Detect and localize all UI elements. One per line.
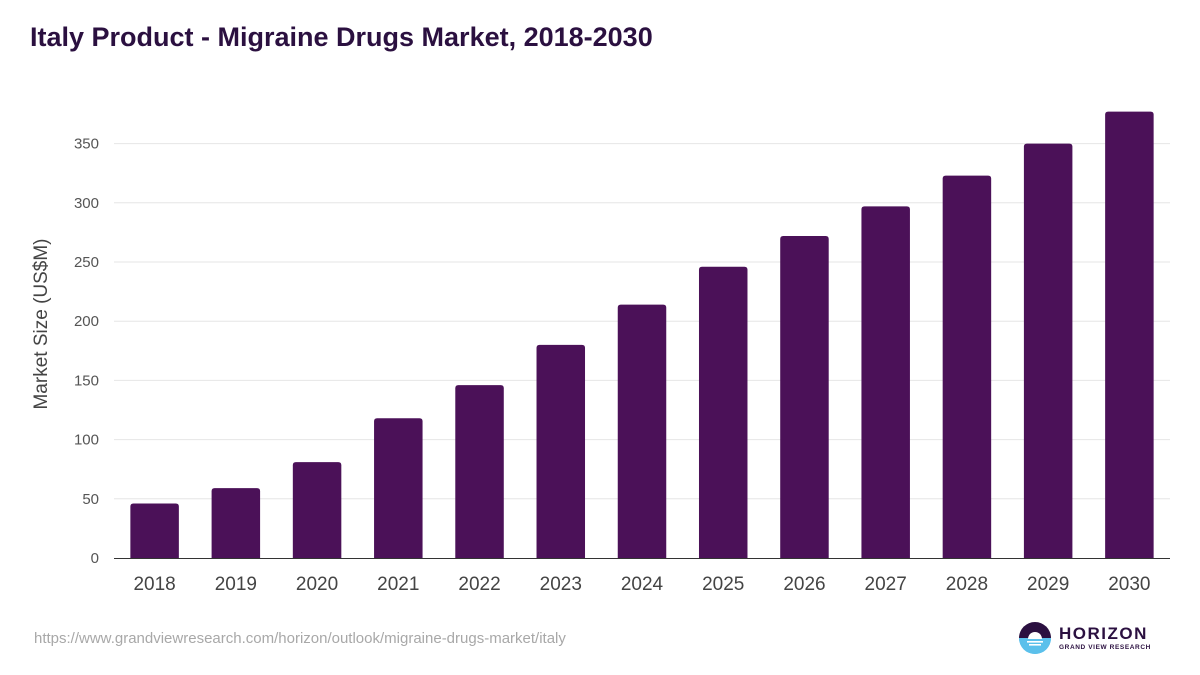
bar-2020[interactable] [292,462,342,558]
x-tick-label: 2020 [296,574,338,595]
x-axis-ticks: 2018 2019 2020 2021 2022 2023 2024 2025 2026 2027… [133,574,1150,595]
bar-2018[interactable] [130,503,179,558]
bar-2021[interactable] [374,418,423,558]
x-tick-label: 2028 [946,574,988,595]
x-tick-label: 2019 [215,574,257,595]
x-tick-label: 2023 [540,574,582,595]
x-tick-label: 2024 [621,574,664,595]
bar-2024[interactable] [617,304,667,558]
x-tick-label: 2030 [1108,574,1150,595]
y-axis-label: Market Size (US$M) [31,238,52,409]
y-tick-label: 0 [91,550,99,567]
logo-subtitle: GRAND VIEW RESEARCH [1059,643,1151,651]
y-tick-label: 250 [74,254,99,271]
x-tick-label: 2025 [702,574,744,595]
bar-2030[interactable] [1105,111,1154,558]
y-tick-label: 150 [74,372,99,389]
bar-2019[interactable] [211,488,261,558]
source-url[interactable]: https://www.grandviewresearch.com/horizo… [34,630,566,647]
x-tick-label: 2018 [133,574,175,595]
bar-2026[interactable] [780,235,829,558]
bar-2028[interactable] [942,175,992,558]
bar-2029[interactable] [1023,143,1073,558]
y-tick-label: 200 [74,313,99,330]
y-tick-label: 350 [74,136,99,153]
y-tick-label: 300 [74,195,99,212]
x-tick-label: 2026 [783,574,825,595]
x-tick-label: 2021 [377,574,419,595]
bar-2022[interactable] [455,385,504,558]
bar-2025[interactable] [698,266,748,558]
y-tick-label: 50 [82,491,99,508]
y-tick-label: 100 [74,432,99,449]
horizon-logo: HORIZON GRAND VIEW RESEARCH [1018,621,1151,655]
x-tick-label: 2027 [865,574,907,595]
y-axis-ticks: 0 50 100 150 200 250 300 350 [74,136,99,567]
bar-2027[interactable] [861,206,910,559]
chart-title: Italy Product - Migraine Drugs Market, 2… [30,22,653,52]
horizon-logo-icon [1019,622,1051,654]
x-tick-label: 2022 [458,574,500,595]
logo-name: HORIZON [1059,623,1148,643]
bars [130,111,1154,559]
bar-2023[interactable] [536,344,586,558]
x-tick-label: 2029 [1027,574,1069,595]
